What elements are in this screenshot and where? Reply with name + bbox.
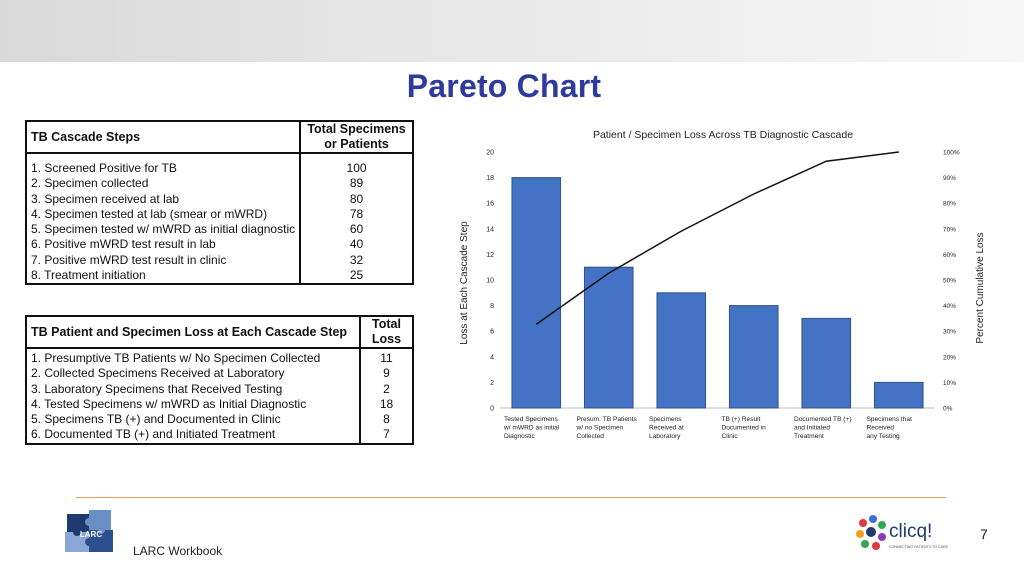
y2-tick-label: 50%	[943, 278, 956, 285]
table-row-label: 3. Laboratory Specimens that Received Te…	[31, 381, 283, 396]
y-axis-label: Loss at Each Cascade Step	[459, 221, 470, 345]
table-row-label: 8. Treatment initiation	[31, 268, 146, 283]
table-body-row: 1. Screened Positive for TB 2. Specimen c…	[24, 151, 414, 286]
table-body-row: 1. Presumptive TB Patients w/ No Specime…	[25, 347, 414, 445]
table-row-label: 6. Positive mWRD test result in lab	[31, 237, 216, 252]
table-row-value: 8	[383, 412, 390, 427]
chart-title: Patient / Specimen Loss Across TB Diagno…	[593, 129, 853, 141]
table-row-value: 89	[349, 176, 364, 191]
bar-2	[656, 292, 707, 409]
x-tick-label: TB (+) Result Documented in Clinic	[721, 416, 766, 440]
y-tick-label: 2	[490, 380, 494, 387]
table-row-value: 100	[346, 161, 367, 175]
cumulative-line	[535, 151, 899, 325]
clicq-logo-text: clicq!	[889, 521, 932, 542]
y-tick-label: 6	[490, 329, 494, 336]
table-row-value: 18	[379, 396, 394, 411]
y2-tick-label: 20%	[943, 354, 956, 361]
steps-column: 1. Screened Positive for TB 2. Specimen c…	[24, 151, 302, 286]
loss-values-column: 11 9 2 18 8 7	[359, 347, 414, 445]
table-row-label: 2. Specimen collected	[31, 176, 149, 191]
y-tick-label: 0	[490, 406, 494, 413]
table-row-value: 11	[380, 351, 393, 365]
totals-column: 100 89 80 78 60 40 32 25	[299, 151, 414, 286]
page-number: 7	[980, 526, 988, 542]
y2-tick-label: 100%	[943, 150, 960, 157]
table-row-value: 60	[349, 222, 364, 237]
y2-tick-label: 80%	[943, 201, 956, 208]
y2-tick-label: 60%	[943, 252, 956, 259]
y2-tick-label: 10%	[943, 380, 956, 387]
table-header-row: TB Cascade Steps Total Specimens or Pati…	[24, 120, 414, 154]
top-band	[0, 0, 1024, 62]
y2-tick-label: 70%	[943, 226, 956, 233]
y2-tick-label: 90%	[943, 175, 956, 182]
y-tick-label: 12	[486, 252, 494, 259]
table-row-label: 7. Positive mWRD test result in clinic	[31, 252, 227, 267]
y-tick-label: 20	[486, 150, 494, 157]
y-tick-label: 14	[486, 226, 494, 233]
table-row-value: 9	[383, 366, 390, 381]
loss-table: TB Patient and Specimen Loss at Each Cas…	[25, 315, 414, 445]
table-header-loss-steps: TB Patient and Specimen Loss at Each Cas…	[25, 315, 361, 349]
table-row-label: 3. Specimen received at lab	[31, 191, 180, 206]
footer-divider	[76, 497, 946, 498]
table-row-value: 25	[349, 268, 364, 283]
table-row-label: 6. Documented TB (+) and Initiated Treat…	[31, 427, 276, 442]
table-row-value: 78	[349, 206, 364, 221]
bar-1	[583, 266, 634, 409]
cascade-steps-table: TB Cascade Steps Total Specimens or Pati…	[24, 120, 414, 286]
x-tick-label: Presum. TB Patients w/ no Specimen Collect…	[575, 416, 637, 440]
table-header-total-loss: Total Loss	[359, 315, 414, 349]
footer-text: LARC Workbook	[133, 544, 223, 558]
x-tick-label: Specimens that Received any Testing	[866, 416, 912, 440]
clicq-tagline: CONNECTING PATIENTS TO CARE	[889, 545, 949, 549]
y-tick-label: 18	[486, 175, 494, 182]
table-row-label: 4. Tested Specimens w/ mWRD as Initial D…	[31, 396, 307, 411]
loss-steps-column: 1. Presumptive TB Patients w/ No Specime…	[25, 347, 361, 445]
table-row-label: 2. Collected Specimens Received at Labor…	[31, 366, 285, 381]
y-tick-label: 10	[486, 278, 494, 285]
table-row-value: 80	[349, 191, 364, 206]
y-tick-label: 8	[490, 303, 494, 310]
bar-3	[728, 305, 779, 409]
y-ticks-group: 0 2 4 6 8 10 12 14 16 18 20	[486, 150, 494, 413]
y2-axis-label: Percent Cumulative Loss	[975, 232, 986, 343]
x-labels-group: Tested Specimens w/ mWRD as initial Diagno…	[503, 416, 912, 440]
y-tick-label: 16	[486, 201, 494, 208]
table-row-label: 5. Specimen tested w/ mWRD as initial di…	[31, 222, 296, 237]
pareto-chart: Patient / Specimen Loss Across TB Diagno…	[459, 129, 986, 440]
x-tick-label: Specimens Received at Laboratory	[649, 416, 684, 440]
bar-4	[801, 317, 852, 409]
y2-tick-label: 30%	[943, 329, 956, 336]
table-row-label: 4. Specimen tested at lab (smear or mWRD…	[31, 206, 268, 221]
table-row-label: 1. Screened Positive for TB	[31, 161, 177, 175]
y2-tick-label: 0%	[943, 406, 953, 413]
table-header-total: Total Specimens or Patients	[299, 120, 414, 154]
table-row-value: 40	[349, 237, 364, 252]
slide-title: Pareto Chart	[406, 68, 602, 104]
x-tick-label: Documented TB (+) and Initiated Treatment	[794, 416, 852, 440]
table-row-label: 5. Specimens TB (+) and Documented in Cl…	[31, 412, 281, 427]
larc-logo: LARC	[65, 510, 113, 552]
larc-logo-text: LARC	[80, 530, 102, 539]
table-row-value: 7	[383, 427, 390, 442]
table-row-value: 32	[349, 252, 364, 267]
table-row-value: 2	[383, 381, 390, 396]
table-row-label: 1. Presumptive TB Patients w/ No Specime…	[31, 351, 321, 365]
bar-5	[873, 381, 924, 409]
table-header-row: TB Patient and Specimen Loss at Each Cas…	[25, 315, 414, 349]
clicq-logo: clicq! CONNECTING PATIENTS TO CARE	[856, 515, 949, 550]
x-tick-label: Tested Specimens w/ mWRD as initial Diagno…	[503, 416, 560, 440]
y2-tick-label: 40%	[943, 303, 956, 310]
y-tick-label: 4	[490, 354, 494, 361]
bars-group	[511, 177, 924, 409]
table-header-steps: TB Cascade Steps	[24, 120, 302, 154]
bar-0	[511, 177, 562, 409]
y2-ticks-group: 0% 10% 20% 30% 40% 50% 60% 70% 80% 90% 100%	[943, 150, 960, 413]
